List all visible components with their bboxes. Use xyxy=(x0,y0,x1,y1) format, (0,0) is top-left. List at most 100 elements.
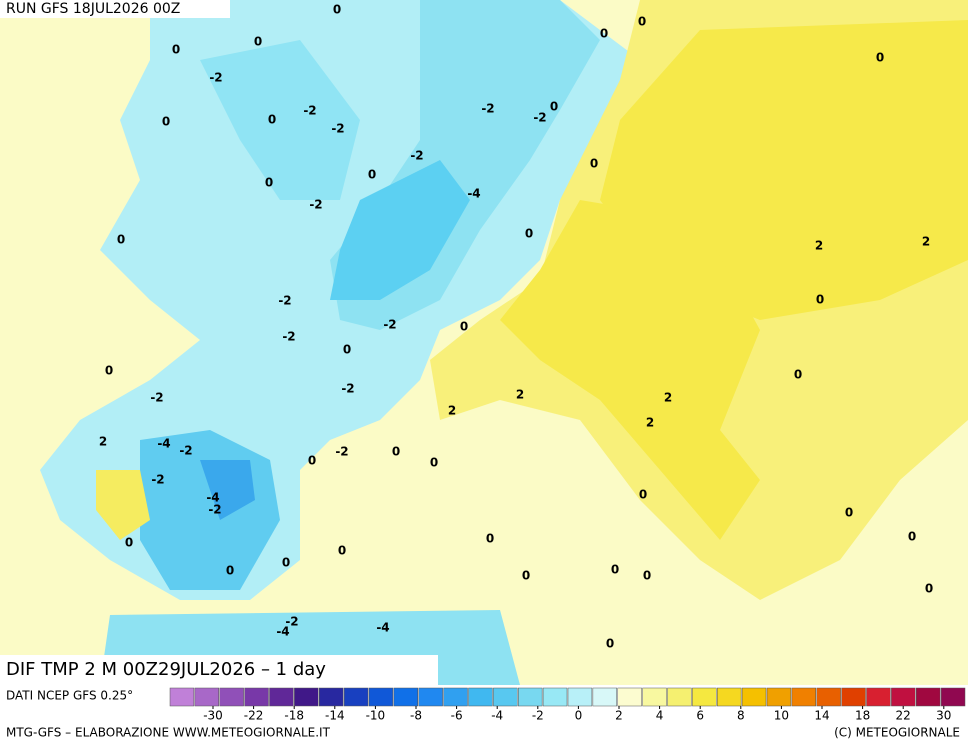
contour-label: -2 xyxy=(150,391,163,405)
contour-label: 2 xyxy=(664,391,672,405)
contour-label: 0 xyxy=(606,637,614,651)
colorbar-swatch xyxy=(692,687,717,707)
colorbar-swatch xyxy=(866,687,891,707)
colorbar-swatch xyxy=(916,687,941,707)
contour-label: 2 xyxy=(516,388,524,402)
contour-label: -2 xyxy=(179,444,192,458)
contour-label: 0 xyxy=(105,364,113,378)
colorbar-swatch xyxy=(269,687,294,707)
contour-label: 0 xyxy=(226,564,234,578)
contour-label: -2 xyxy=(278,294,291,308)
contour-label: -2 xyxy=(309,198,322,212)
contour-label: 0 xyxy=(845,506,853,520)
contour-label: -4 xyxy=(276,625,289,639)
contour-label: 2 xyxy=(815,239,823,253)
title-box xyxy=(0,655,438,685)
footer-right: (C) METEOGIORNALE xyxy=(834,726,960,740)
colorbar-tick-label: 0 xyxy=(575,709,583,723)
contour-label: 0 xyxy=(876,51,884,65)
colorbar-swatch xyxy=(169,687,195,707)
colorbar-swatch xyxy=(592,687,617,707)
contour-label: 0 xyxy=(162,115,170,129)
contour-label: -2 xyxy=(331,122,344,136)
contour-label: 2 xyxy=(922,235,930,249)
contour-label: -4 xyxy=(376,621,389,635)
colorbar-swatch xyxy=(294,687,319,707)
colorbar-tick-label: -6 xyxy=(451,709,463,723)
contour-label: -2 xyxy=(383,318,396,332)
contour-label: 0 xyxy=(125,536,133,550)
contour-label: 0 xyxy=(430,456,438,470)
colorbar-swatch xyxy=(791,687,816,707)
run-label: RUN GFS 18JUL2026 00Z xyxy=(6,1,180,17)
cool-anomaly xyxy=(200,40,360,200)
colorbar-swatch xyxy=(319,687,344,707)
colorbar-swatch xyxy=(841,687,866,707)
colorbar-tick-label: 22 xyxy=(896,709,911,723)
contour-label: -2 xyxy=(341,382,354,396)
contour-label: -2 xyxy=(533,111,546,125)
colorbar-swatch xyxy=(542,687,568,707)
colorbar-swatch xyxy=(244,687,269,707)
colorbar-tick-label: 14 xyxy=(814,709,829,723)
contour-label: 0 xyxy=(600,27,608,41)
colorbar-tick-label: 4 xyxy=(656,709,664,723)
colorbar-tick-label: -10 xyxy=(366,709,386,723)
contour-label: -2 xyxy=(410,149,423,163)
contour-label: -2 xyxy=(208,503,221,517)
contour-label: -4 xyxy=(157,437,170,451)
contour-label: 0 xyxy=(522,569,530,583)
contour-label: -4 xyxy=(467,187,480,201)
contour-label: 0 xyxy=(265,176,273,190)
contour-label: 0 xyxy=(460,320,468,334)
contour-label: -2 xyxy=(335,445,348,459)
contour-label: -2 xyxy=(285,615,298,629)
contour-label: 0 xyxy=(590,157,598,171)
colorbar-tick-label: 6 xyxy=(696,709,704,723)
map-title: DIF TMP 2 M 00Z29JUL2026 – 1 day xyxy=(6,659,326,680)
footer-left: MTG-GFS – ELABORAZIONE WWW.METEOGIORNALE… xyxy=(6,726,331,740)
colorbar-swatch xyxy=(567,687,593,707)
contour-label: -2 xyxy=(209,71,222,85)
data-source: DATI NCEP GFS 0.25° xyxy=(6,689,133,703)
contour-label: 0 xyxy=(908,530,916,544)
colorbar-swatch xyxy=(418,687,443,707)
colorbar-swatch xyxy=(816,687,841,707)
contour-label: 0 xyxy=(925,582,933,596)
colorbar-tick-label: -8 xyxy=(410,709,422,723)
warm-anomaly xyxy=(96,470,150,540)
colorbar-tick-label: -2 xyxy=(532,709,544,723)
contour-label: 0 xyxy=(117,233,125,247)
colorbar-swatch xyxy=(443,687,468,707)
colorbar-swatch xyxy=(766,687,792,707)
colorbar-swatch xyxy=(518,687,543,707)
contour-label: 0 xyxy=(639,488,647,502)
colorbar-swatch xyxy=(343,687,369,707)
colorbar-tick-label: -22 xyxy=(244,709,264,723)
contour-label: 0 xyxy=(254,35,262,49)
colorbar-tick-label: -14 xyxy=(325,709,345,723)
contour-label: 0 xyxy=(816,293,824,307)
contour-label: 0 xyxy=(794,368,802,382)
colorbar-tick-label: -4 xyxy=(491,709,503,723)
colorbar-swatch xyxy=(717,687,742,707)
cool-anomaly xyxy=(330,160,470,300)
colorbar-tick-label: 8 xyxy=(737,709,745,723)
colorbar-swatch xyxy=(741,687,767,707)
colorbar-swatch xyxy=(393,687,418,707)
contour-label: -2 xyxy=(303,104,316,118)
colorbar-swatch xyxy=(617,687,642,707)
contour-label: 0 xyxy=(486,532,494,546)
contour-label: 0 xyxy=(268,113,276,127)
contour-label: 2 xyxy=(646,416,654,430)
contour-label: 2 xyxy=(99,435,107,449)
colorbar-swatch xyxy=(493,687,518,707)
contour-label: 0 xyxy=(392,445,400,459)
contour-label: 0 xyxy=(611,563,619,577)
colorbar-swatch xyxy=(642,687,667,707)
contour-label: -4 xyxy=(206,491,219,505)
contour-label: 0 xyxy=(368,168,376,182)
colorbar-tick-label: 2 xyxy=(615,709,623,723)
contour-label: -2 xyxy=(481,102,494,116)
